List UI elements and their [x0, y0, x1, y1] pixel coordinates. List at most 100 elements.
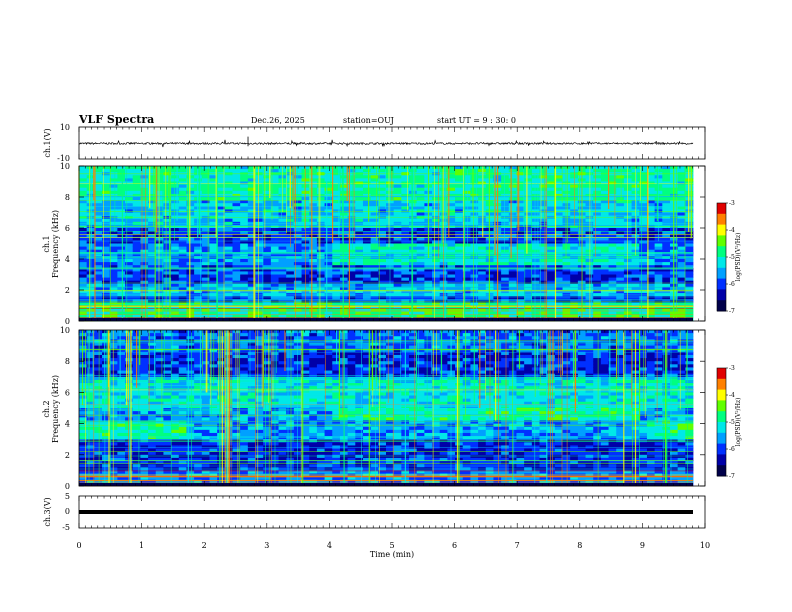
spectrogram-cell — [209, 197, 218, 201]
spectrogram-cell — [531, 277, 540, 282]
spectrogram-cell — [194, 305, 203, 309]
spectrogram-cell — [163, 246, 172, 251]
spectrogram-cell — [447, 302, 456, 306]
spectrogram-cell — [401, 197, 410, 201]
spectrogram-cell — [148, 296, 157, 300]
spectrogram-cell — [155, 348, 164, 353]
spectrogram-cell — [316, 268, 325, 272]
spectrogram-cell — [278, 231, 287, 235]
spectrogram-cell — [148, 333, 157, 337]
spectrogram-cell — [148, 237, 157, 241]
spectrogram-cell — [316, 190, 325, 195]
spectrogram-cell — [148, 451, 157, 456]
spectrogram-cell — [309, 243, 318, 247]
spectrogram-cell — [232, 280, 241, 285]
spectrogram-cell — [94, 358, 103, 362]
spectrogram-cell — [447, 290, 456, 294]
spectrogram-cell — [593, 175, 602, 179]
spectrogram-cell — [171, 336, 180, 340]
spectrogram-cell — [424, 274, 433, 278]
spectrogram-cell — [332, 206, 341, 210]
spectrogram-cell — [516, 240, 525, 244]
spectrogram-cell — [416, 302, 425, 306]
spectrogram-cell — [178, 376, 187, 381]
spectrogram-cell — [86, 411, 95, 415]
spectrogram-cell — [79, 429, 88, 434]
spectrogram-cell — [79, 268, 88, 272]
spectrogram-cell — [148, 184, 157, 189]
spectrogram-cell — [600, 240, 609, 244]
spectrogram-cell — [562, 299, 571, 303]
spectrogram-cell — [608, 302, 617, 306]
spectrogram-cell — [178, 333, 187, 337]
spectrogram-cell — [163, 203, 172, 207]
spectrogram-cell — [148, 442, 157, 446]
spectrogram-cell — [224, 274, 233, 278]
spectrogram-cell — [524, 268, 533, 272]
spectrogram-cell — [232, 255, 241, 260]
spectrogram-cell — [393, 271, 402, 275]
spectrogram-cell — [462, 268, 471, 272]
spectrogram-cell — [255, 234, 264, 238]
spectrogram-cell — [539, 237, 548, 241]
spectrogram-cell — [455, 249, 464, 254]
spectrogram-cell — [662, 228, 671, 232]
spectrogram-cell — [224, 259, 233, 263]
spectrogram-cell — [685, 169, 694, 173]
spectrogram-cell — [155, 479, 164, 484]
spectrogram-cell — [570, 311, 579, 316]
spectrogram-cell — [554, 259, 563, 263]
spectrogram-cell — [148, 255, 157, 260]
spectrogram-cell — [416, 271, 425, 275]
spectrogram-cell — [516, 296, 525, 300]
spectrogram-cell — [263, 268, 272, 272]
spectrogram-cell — [163, 345, 172, 350]
spectrogram-cell — [155, 274, 164, 278]
spectrogram-cell — [516, 280, 525, 285]
spectrogram-cell — [109, 286, 118, 291]
spectrogram-cell — [593, 259, 602, 263]
spectrogram-cell — [432, 187, 441, 192]
spectrogram-cell — [125, 454, 134, 459]
spectrogram-cell — [140, 228, 149, 232]
spectrogram-cell — [309, 314, 318, 319]
spectrogram-cell — [178, 259, 187, 263]
spectrogram-cell — [316, 184, 325, 189]
spectrogram-cell — [370, 184, 379, 189]
spectrogram-cell — [531, 218, 540, 223]
spectrogram-cell — [447, 237, 456, 241]
spectrogram-cell — [109, 274, 118, 278]
spectrogram-cell — [570, 243, 579, 247]
spectrogram-cell — [278, 187, 287, 192]
spectrogram-cell — [132, 206, 141, 210]
spectrogram-cell — [224, 299, 233, 303]
spectrogram-cell — [332, 262, 341, 266]
spectrogram-cell — [508, 265, 517, 269]
spectrogram-cell — [593, 305, 602, 309]
spectrogram-cell — [270, 271, 279, 275]
spectrogram-cell — [616, 265, 625, 269]
spectrogram-cell — [132, 479, 141, 484]
spectrogram-cell — [140, 283, 149, 288]
spectrogram-cell — [662, 203, 671, 207]
spectrogram-cell — [86, 383, 95, 387]
spectrogram-cell — [270, 299, 279, 303]
spectrogram-cell — [224, 187, 233, 192]
spectrogram-cell — [654, 268, 663, 272]
spectrogram-cell — [570, 265, 579, 269]
spectrogram-cell — [355, 271, 364, 275]
spectrogram-cell — [232, 262, 241, 266]
spectrogram-cell — [163, 330, 172, 334]
spectrogram-cell — [501, 259, 510, 263]
spectrogram-cell — [178, 336, 187, 340]
spectrogram-cell — [201, 268, 210, 272]
spectrogram-cell — [501, 271, 510, 275]
spectrogram-cell — [293, 206, 302, 210]
spectrogram-cell — [600, 271, 609, 275]
spectrogram-cell — [593, 271, 602, 275]
spectrogram-cell — [240, 237, 249, 241]
spectrogram-cell — [416, 190, 425, 195]
spectrogram-cell — [148, 436, 157, 440]
spectrogram-cell — [86, 457, 95, 462]
spectrogram-cell — [524, 286, 533, 291]
